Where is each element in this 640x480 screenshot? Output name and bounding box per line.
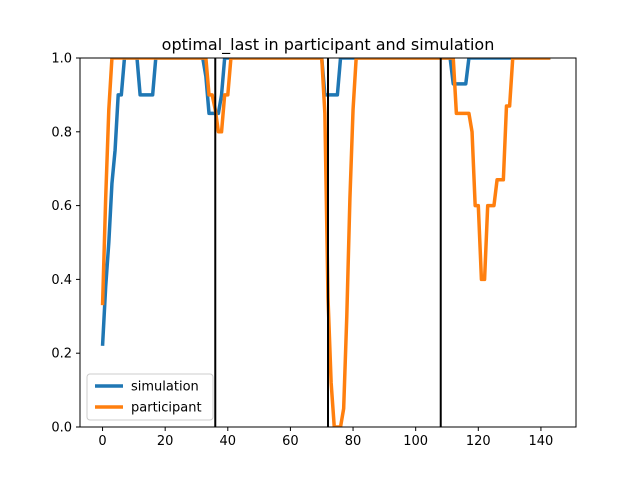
series-simulation xyxy=(100,58,551,346)
axis-ticks: 0 20 40 60 80 100 120 140 0.0 0.2 0.4 0.6 0.8 1.0 xyxy=(51,52,553,450)
chart-title: optimal_last in participant and simulati… xyxy=(162,35,495,55)
y-tick-label: 0.4 xyxy=(51,273,72,288)
y-tick-label: 0.0 xyxy=(51,421,72,436)
x-tick-label: 0 xyxy=(98,434,106,449)
legend-label-participant: participant xyxy=(131,401,202,416)
y-tick-label: 0.2 xyxy=(51,347,72,362)
x-tick-label: 80 xyxy=(345,434,362,449)
y-tick-label: 1.0 xyxy=(51,52,72,67)
x-tick-label: 60 xyxy=(282,434,299,449)
x-tick-label: 120 xyxy=(466,434,491,449)
series-line-participant xyxy=(100,58,551,427)
series-participant xyxy=(100,58,551,427)
x-tick-label: 100 xyxy=(403,434,428,449)
y-tick-label: 0.6 xyxy=(51,199,72,214)
x-tick-label: 140 xyxy=(529,434,554,449)
y-tick-label: 0.8 xyxy=(51,125,72,140)
axes-frame xyxy=(79,57,577,428)
plot-area xyxy=(100,58,551,427)
legend-label-simulation: simulation xyxy=(131,380,199,395)
x-tick-label: 20 xyxy=(157,434,174,449)
reference-lines xyxy=(214,58,442,427)
legend: simulation participant xyxy=(86,373,214,421)
x-tick-label: 40 xyxy=(220,434,237,449)
series-line-simulation xyxy=(100,58,551,346)
